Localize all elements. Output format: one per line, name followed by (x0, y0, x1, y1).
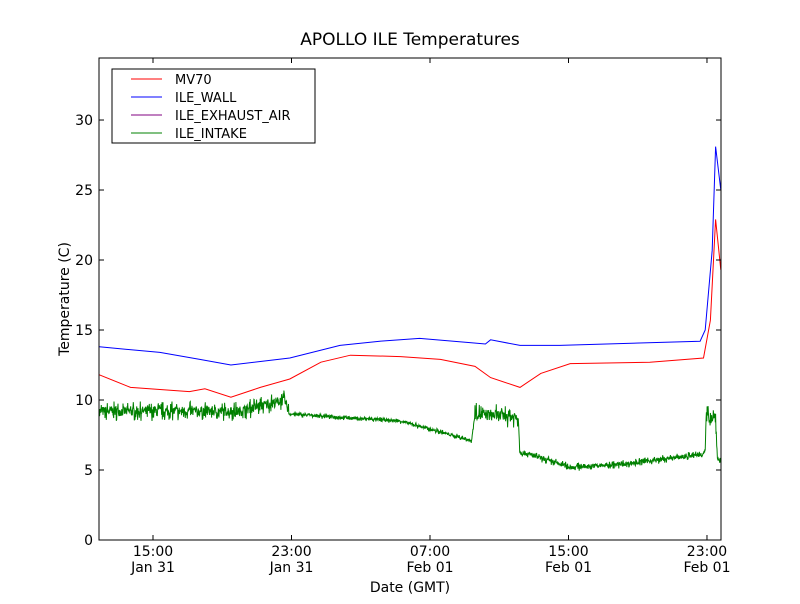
series-line-mv70 (99, 219, 722, 398)
legend: MV70 ILE_WALL ILE_EXHAUST_AIR ILE_INTAKE (111, 68, 316, 144)
x-axis-label: Date (GMT) (370, 580, 450, 596)
chart-title: APOLLO ILE Temperatures (300, 30, 520, 50)
legend-label: ILE_WALL (175, 91, 237, 106)
y-axis-label: Temperature (C) (57, 242, 73, 357)
series-line-ile-wall (99, 146, 722, 366)
x-tick-label-time: 23:00 (687, 544, 727, 560)
y-tick-label: 25 (75, 183, 93, 199)
y-tick-label: 5 (84, 463, 93, 479)
x-tick-label-date: Feb 01 (545, 560, 592, 576)
y-tick-label: 30 (75, 113, 93, 129)
y-tick-label: 10 (75, 393, 93, 409)
x-tick-label-time: 23:00 (271, 544, 311, 560)
legend-box (111, 68, 316, 144)
y-tick-label: 15 (75, 323, 93, 339)
y-tick-label: 0 (84, 533, 93, 549)
x-tick-label-time: 15:00 (133, 544, 173, 560)
plot-frame (98, 57, 722, 541)
x-tick-label-date: Feb 01 (406, 560, 453, 576)
x-tick-label-date: Feb 01 (683, 560, 730, 576)
x-tick-label-time: 15:00 (548, 544, 588, 560)
x-tick-label-date: Jan 31 (130, 560, 175, 576)
series-layer (98, 146, 722, 471)
legend-label: MV70 (175, 73, 212, 88)
y-tick-label: 20 (75, 253, 93, 269)
legend-label: ILE_EXHAUST_AIR (175, 109, 291, 124)
legend-label: ILE_INTAKE (175, 127, 247, 142)
x-tick-label-date: Jan 31 (269, 560, 314, 576)
x-tick-label-time: 07:00 (410, 544, 450, 560)
y-axis: 0 5 10 15 20 25 30 (75, 113, 721, 549)
series-line-ile-intake (98, 390, 722, 471)
